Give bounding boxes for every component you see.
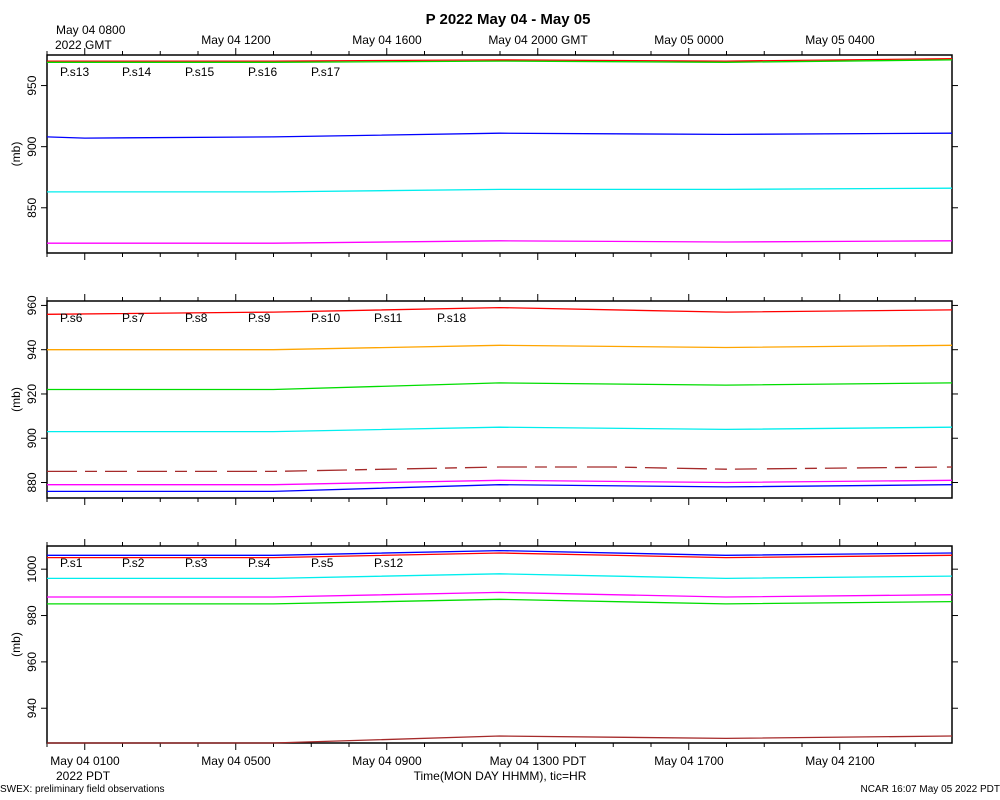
bottom-axis-year-label: 2022 PDT — [56, 769, 111, 783]
legend-entry-p-s11: P.s11 — [374, 311, 403, 325]
top-time-axis: May 04 0800 May 04 1200 May 04 1600 May 04 … — [55, 23, 875, 52]
legend-entry-p-s8: P.s8 — [185, 311, 208, 325]
legend-entry-p-s5: P.s5 — [311, 556, 334, 570]
top-axis-year-label: 2022 GMT — [55, 38, 112, 52]
legend-entry-p-s4: P.s4 — [248, 556, 271, 570]
legend-entry-p-s6: P.s6 — [60, 311, 83, 325]
y-tick-label: 880 — [25, 472, 39, 492]
chart-title: P 2022 May 04 - May 05 — [426, 11, 591, 28]
series-line-p-s15 — [46, 132, 953, 139]
y-tick-label: 960 — [25, 295, 39, 315]
y-tick-label: 960 — [25, 652, 39, 672]
y-axis-label: (mb) — [9, 632, 23, 657]
series-line-p-s1 — [47, 552, 953, 559]
series-line-p-s6 — [46, 306, 953, 315]
series-line-p-s2 — [47, 598, 953, 605]
legend-entry-p-s3: P.s3 — [185, 556, 208, 570]
y-tick-label: 950 — [25, 75, 39, 95]
legend-entry-p-s10: P.s10 — [311, 311, 340, 325]
y-tick-label: 940 — [25, 698, 39, 718]
top-axis-label: May 04 1600 — [352, 33, 422, 47]
series-line-p-s17 — [47, 240, 953, 244]
footer-right-note: NCAR 16:07 May 05 2022 PDT — [860, 784, 1000, 795]
y-tick-label: 900 — [25, 136, 39, 156]
bottom-time-axis: May 04 0100 May 04 0500 May 04 0900 May 04 … — [50, 754, 875, 768]
top-axis-label: May 05 0000 — [654, 33, 724, 47]
legend-entry-p-s15: P.s15 — [185, 65, 214, 79]
chart-panels: 850 900 950 (mb) P.s13 P.s14 P.s15 P.s16 P.s17 88… — [9, 48, 958, 750]
y-tick-label: 900 — [25, 428, 39, 448]
series-line-p-s3 — [47, 549, 953, 556]
legend-entry-p-s16: P.s16 — [248, 65, 277, 79]
panel-frame — [46, 54, 953, 254]
bottom-axis-label: May 04 1300 PDT — [490, 754, 587, 768]
series-line-p-s16 — [47, 187, 953, 193]
y-axis-label: (mb) — [9, 387, 23, 412]
top-axis-label: May 04 0800 — [56, 23, 126, 37]
series-line-p-s14 — [47, 59, 953, 63]
y-tick-label: 980 — [25, 605, 39, 625]
series-line-p-s11 — [47, 466, 953, 473]
series-line-p-s4 — [47, 573, 953, 580]
series-line-p-s13 — [47, 58, 953, 62]
top-axis-label: May 05 0400 — [805, 33, 875, 47]
legend-entry-p-s18: P.s18 — [437, 311, 466, 325]
legend-entry-p-s12: P.s12 — [374, 556, 403, 570]
legend-entry-p-s9: P.s9 — [248, 311, 271, 325]
series-line-p-s12 — [47, 735, 953, 744]
series-line-p-s7 — [47, 382, 953, 391]
y-tick-label: 1000 — [25, 556, 39, 583]
legend-entry-p-s1: P.s1 — [60, 556, 83, 570]
y-tick-label: 920 — [25, 384, 39, 404]
series-line-p-s9 — [47, 426, 953, 433]
legend-entry-p-s2: P.s2 — [122, 556, 145, 570]
bottom-axis-label: May 04 1700 — [654, 754, 724, 768]
chart-panel-1: 850 900 950 (mb) P.s13 P.s14 P.s15 P.s16 P.s17 — [9, 48, 958, 260]
bottom-axis-label: May 04 2100 — [805, 754, 875, 768]
bottom-axis-label: May 04 0100 — [50, 754, 120, 768]
x-axis-title: Time(MON DAY HHMM), tic=HR — [414, 769, 587, 783]
legend-entry-p-s13: P.s13 — [60, 65, 89, 79]
legend-entry-p-s14: P.s14 — [122, 65, 151, 79]
series-line-p-s5 — [47, 591, 953, 598]
series-line-p-s10 — [47, 479, 953, 486]
y-tick-label: 940 — [25, 339, 39, 359]
chart-panel-3: 940 960 980 1000 (mb) P.s1 P.s2 P.s3 P.s4 P.s5 P.s… — [9, 539, 958, 750]
bottom-axis-label: May 04 0900 — [352, 754, 422, 768]
series-line-p-s8 — [47, 484, 953, 493]
panel-frame — [46, 545, 953, 744]
top-axis-label: May 04 2000 GMT — [488, 33, 588, 47]
y-tick-label: 850 — [25, 197, 39, 217]
y-axis-label: (mb) — [9, 142, 23, 167]
chart-panel-2: 880 900 920 940 960 (mb) P.s6 P.s7 P.s8 P.s9 P.s10… — [9, 294, 958, 505]
footer-left-note: SWEX: preliminary field observations — [0, 784, 165, 795]
legend-entry-p-s17: P.s17 — [311, 65, 340, 79]
series-line-p-s18 — [47, 344, 953, 351]
bottom-axis-label: May 04 0500 — [201, 754, 271, 768]
legend-entry-p-s7: P.s7 — [122, 311, 145, 325]
top-axis-label: May 04 1200 — [201, 33, 271, 47]
